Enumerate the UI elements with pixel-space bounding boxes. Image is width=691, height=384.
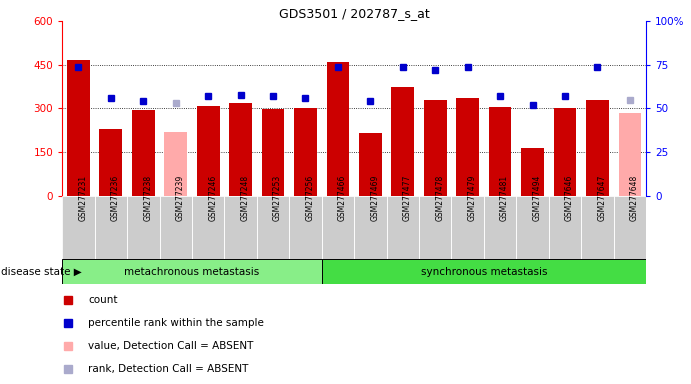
Text: GSM277253: GSM277253 bbox=[273, 175, 282, 221]
Bar bbox=[618, 113, 641, 196]
Text: GSM277479: GSM277479 bbox=[468, 175, 477, 221]
Bar bbox=[229, 103, 252, 196]
Bar bbox=[521, 148, 544, 196]
Bar bbox=[419, 196, 451, 259]
Bar bbox=[164, 132, 187, 196]
Bar bbox=[62, 259, 322, 284]
Text: GSM277647: GSM277647 bbox=[598, 175, 607, 221]
Text: GSM277238: GSM277238 bbox=[143, 175, 152, 221]
Text: synchronous metastasis: synchronous metastasis bbox=[421, 266, 547, 277]
Bar bbox=[354, 196, 386, 259]
Bar bbox=[95, 196, 127, 259]
Text: disease state ▶: disease state ▶ bbox=[1, 266, 82, 277]
Bar bbox=[327, 62, 349, 196]
Bar bbox=[322, 259, 646, 284]
Text: GSM277494: GSM277494 bbox=[533, 175, 542, 221]
Bar bbox=[132, 110, 155, 196]
Text: GSM277648: GSM277648 bbox=[630, 175, 639, 221]
Bar bbox=[456, 98, 479, 196]
Text: GSM277239: GSM277239 bbox=[176, 175, 184, 221]
Bar bbox=[359, 133, 381, 196]
Bar bbox=[451, 196, 484, 259]
Text: value, Detection Call = ABSENT: value, Detection Call = ABSENT bbox=[88, 341, 254, 351]
Text: GSM277481: GSM277481 bbox=[500, 175, 509, 221]
Bar bbox=[484, 196, 516, 259]
Bar bbox=[262, 109, 285, 196]
Bar bbox=[549, 196, 581, 259]
Text: metachronous metastasis: metachronous metastasis bbox=[124, 266, 260, 277]
Text: GSM277469: GSM277469 bbox=[370, 175, 379, 221]
Bar bbox=[553, 109, 576, 196]
Bar bbox=[391, 87, 414, 196]
Bar bbox=[614, 196, 646, 259]
Bar bbox=[160, 196, 192, 259]
Bar bbox=[294, 108, 317, 196]
Text: count: count bbox=[88, 295, 118, 305]
Bar bbox=[386, 196, 419, 259]
Text: GSM277478: GSM277478 bbox=[435, 175, 444, 221]
Bar bbox=[225, 196, 257, 259]
Title: GDS3501 / 202787_s_at: GDS3501 / 202787_s_at bbox=[278, 7, 430, 20]
Text: GSM277246: GSM277246 bbox=[208, 175, 217, 221]
Text: rank, Detection Call = ABSENT: rank, Detection Call = ABSENT bbox=[88, 364, 249, 374]
Bar bbox=[290, 196, 322, 259]
Text: GSM277646: GSM277646 bbox=[565, 175, 574, 221]
Bar bbox=[197, 106, 220, 196]
Bar bbox=[127, 196, 160, 259]
Bar bbox=[100, 129, 122, 196]
Bar bbox=[62, 196, 95, 259]
Bar bbox=[516, 196, 549, 259]
Bar bbox=[192, 196, 225, 259]
Text: GSM277236: GSM277236 bbox=[111, 175, 120, 221]
Bar bbox=[581, 196, 614, 259]
Text: percentile rank within the sample: percentile rank within the sample bbox=[88, 318, 265, 328]
Bar bbox=[586, 100, 609, 196]
Text: GSM277477: GSM277477 bbox=[403, 175, 412, 221]
Bar bbox=[322, 196, 354, 259]
Bar bbox=[489, 107, 511, 196]
Text: GSM277466: GSM277466 bbox=[338, 175, 347, 221]
Bar bbox=[67, 60, 90, 196]
Text: GSM277248: GSM277248 bbox=[240, 175, 249, 221]
Bar bbox=[257, 196, 290, 259]
Bar bbox=[424, 100, 446, 196]
Text: GSM277256: GSM277256 bbox=[305, 175, 314, 221]
Text: GSM277231: GSM277231 bbox=[78, 175, 87, 221]
